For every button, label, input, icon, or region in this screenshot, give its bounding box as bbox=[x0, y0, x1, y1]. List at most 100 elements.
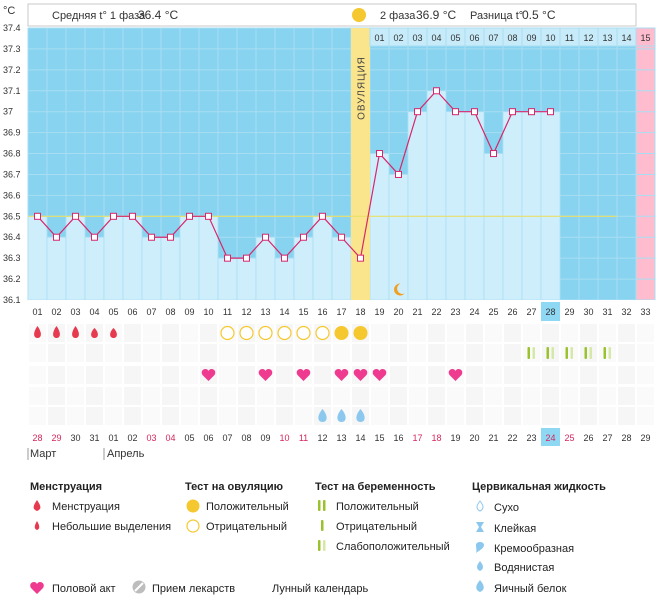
legend-cervical-watery: Водянистая bbox=[494, 562, 554, 574]
event-cell bbox=[105, 407, 122, 425]
legend-ovtest-positive: Положительный bbox=[206, 501, 289, 513]
luteal-day-label: 08 bbox=[507, 33, 517, 43]
sex-heart-icon bbox=[448, 369, 463, 381]
temperature-bar bbox=[293, 236, 314, 301]
event-cell bbox=[276, 344, 293, 362]
calendar-date-label: 11 bbox=[299, 433, 308, 443]
cycle-day-label: 21 bbox=[412, 307, 422, 317]
cycle-day-label: 07 bbox=[146, 307, 156, 317]
expected-period-band bbox=[636, 28, 655, 300]
cycle-day-label: 30 bbox=[583, 307, 593, 317]
event-cell bbox=[200, 407, 217, 425]
event-cell bbox=[599, 324, 616, 342]
calendar-date-axis: 28 29 30 31 01 02 03 04 05 06 07 08 09 10 11 12 13 14 15 16… bbox=[32, 428, 651, 446]
cycle-day-label: 10 bbox=[203, 307, 213, 317]
y-tick-label: 37 bbox=[3, 107, 13, 117]
calendar-date-label: 05 bbox=[184, 433, 194, 443]
calendar-date-label: 08 bbox=[241, 433, 251, 443]
event-cell bbox=[238, 344, 255, 362]
event-cell bbox=[523, 324, 540, 342]
legend-cervical-title: Цервикальная жидкость bbox=[472, 481, 606, 493]
ovulation-sun-icon bbox=[352, 8, 366, 22]
event-cell bbox=[67, 387, 84, 405]
legend-ovtest-title: Тест на овуляцию bbox=[185, 481, 283, 493]
menstruation-drop-icon bbox=[110, 328, 117, 338]
cervical-watery-icon bbox=[477, 561, 483, 571]
ovulation-test-negative-icon bbox=[220, 325, 235, 341]
menstruation-drop-icon bbox=[34, 326, 41, 338]
event-cell bbox=[466, 387, 483, 405]
event-cell bbox=[466, 366, 483, 384]
temperature-bar bbox=[198, 215, 219, 301]
event-cell bbox=[390, 366, 407, 384]
event-cell bbox=[67, 407, 84, 425]
ovulation-test-negative-icon bbox=[239, 325, 254, 341]
y-tick-label: 37.1 bbox=[3, 86, 21, 96]
luteal-day-label: 14 bbox=[621, 33, 631, 43]
event-cell bbox=[618, 344, 635, 362]
temperature-bar bbox=[407, 111, 428, 301]
sex-heart-icon bbox=[372, 369, 387, 381]
cycle-day-label: 13 bbox=[260, 307, 270, 317]
sex-heart-icon bbox=[353, 369, 368, 381]
event-cell bbox=[485, 407, 502, 425]
event-cell bbox=[409, 344, 426, 362]
event-cell bbox=[580, 324, 597, 342]
calendar-date-label: 10 bbox=[279, 433, 289, 443]
temperature-point bbox=[547, 108, 554, 116]
phase2-value: 36.9 °C bbox=[416, 8, 456, 22]
event-cell bbox=[371, 407, 388, 425]
event-cell bbox=[181, 344, 198, 362]
event-cell bbox=[618, 366, 635, 384]
event-cell bbox=[390, 344, 407, 362]
temperature-point bbox=[490, 150, 497, 158]
event-cell bbox=[390, 324, 407, 342]
pregnancy-test-weak-icon bbox=[527, 347, 530, 359]
temperature-bar bbox=[483, 153, 504, 301]
temperature-bar bbox=[502, 111, 523, 301]
legend-pregtest-positive: Положительный bbox=[336, 501, 419, 513]
calendar-date-label: 24 bbox=[545, 433, 555, 443]
cycle-day-label: 17 bbox=[336, 307, 346, 317]
cycle-day-label: 19 bbox=[374, 307, 384, 317]
calendar-date-label: 20 bbox=[469, 433, 479, 443]
event-cell bbox=[371, 387, 388, 405]
ovulation-test-negative-icon bbox=[258, 325, 273, 341]
luteal-day-cell bbox=[635, 27, 656, 47]
temperature-point bbox=[91, 233, 98, 241]
event-cell bbox=[276, 407, 293, 425]
diff-label: Разница t° bbox=[470, 10, 523, 22]
legend-pregtest-title: Тест на беременность bbox=[315, 481, 436, 493]
luteal-day-label: 02 bbox=[393, 33, 403, 43]
calendar-date-label: 31 bbox=[89, 433, 99, 443]
temperature-point bbox=[433, 87, 440, 95]
event-cell bbox=[428, 366, 445, 384]
temperature-bar bbox=[46, 236, 67, 301]
event-cell bbox=[181, 366, 198, 384]
event-cell bbox=[447, 407, 464, 425]
event-cell bbox=[124, 344, 141, 362]
luteal-day-label: 03 bbox=[412, 33, 422, 43]
legend-pregtest-weak: Слабоположительный bbox=[336, 541, 450, 553]
event-cell bbox=[29, 387, 46, 405]
cycle-day-label: 02 bbox=[51, 307, 61, 317]
current-day-highlight bbox=[541, 302, 560, 321]
event-cell bbox=[637, 387, 654, 405]
event-cell bbox=[124, 387, 141, 405]
temperature-bar bbox=[65, 215, 86, 301]
event-cell bbox=[428, 324, 445, 342]
temperature-point bbox=[528, 108, 535, 116]
luteal-day-label: 10 bbox=[545, 33, 555, 43]
ovtest-negative-icon bbox=[186, 519, 200, 533]
pregnancy-test-weak-line bbox=[570, 347, 573, 359]
event-cell bbox=[561, 407, 578, 425]
cycle-day-label: 15 bbox=[298, 307, 308, 317]
calendar-date-label: 16 bbox=[393, 433, 403, 443]
event-cell bbox=[48, 407, 65, 425]
header-box bbox=[27, 3, 637, 27]
pregtest-positive-icon-b bbox=[323, 500, 326, 511]
event-cell bbox=[504, 366, 521, 384]
event-cell bbox=[333, 387, 350, 405]
calendar-date-label: 22 bbox=[507, 433, 517, 443]
